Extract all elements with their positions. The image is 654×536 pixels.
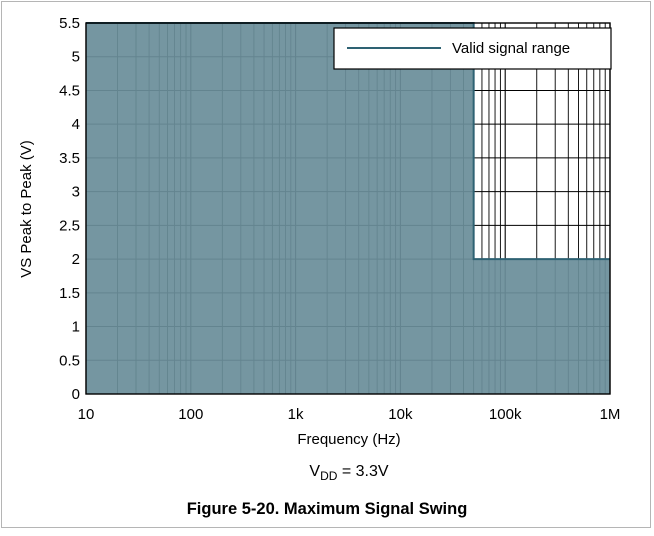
condition-label: VDD = 3.3V bbox=[309, 463, 388, 483]
figure-caption: Figure 5-20. Maximum Signal Swing bbox=[187, 500, 468, 518]
y-axis-title: VS Peak to Peak (V) bbox=[18, 140, 35, 278]
x-tick-labels: 10 100 1k 10k 100k 1M bbox=[78, 406, 621, 423]
y-tick-label: 0.5 bbox=[59, 352, 80, 369]
legend-label: Valid signal range bbox=[452, 40, 570, 57]
y-tick-label: 2 bbox=[72, 251, 80, 268]
x-tick-label: 100k bbox=[489, 406, 522, 423]
condition-suffix: = 3.3V bbox=[337, 463, 388, 480]
y-tick-label: 3.5 bbox=[59, 150, 80, 167]
y-tick-labels: 0 0.5 1 1.5 2 2.5 3 3.5 4 4.5 5 5.5 bbox=[59, 15, 80, 403]
series-area-fill bbox=[86, 23, 610, 394]
y-tick-label: 3 bbox=[72, 184, 80, 201]
y-tick-label: 5.5 bbox=[59, 15, 80, 32]
x-tick-label: 1M bbox=[600, 406, 621, 423]
y-tick-label: 5 bbox=[72, 49, 80, 66]
condition-subscript: DD bbox=[320, 469, 338, 483]
plot-frame bbox=[85, 22, 611, 395]
y-tick-label: 1 bbox=[72, 319, 80, 336]
figure-frame bbox=[1, 1, 651, 528]
legend: Valid signal range bbox=[333, 27, 612, 70]
y-tick-label: 0 bbox=[72, 386, 80, 403]
x-tick-label: 1k bbox=[288, 406, 304, 423]
x-tick-label: 10 bbox=[78, 406, 95, 423]
condition-prefix: V bbox=[309, 463, 320, 480]
x-tick-label: 100 bbox=[178, 406, 203, 423]
y-tick-label: 2.5 bbox=[59, 217, 80, 234]
y-tick-label: 4.5 bbox=[59, 82, 80, 99]
plot-border bbox=[85, 22, 611, 395]
x-tick-label: 10k bbox=[388, 406, 413, 423]
x-axis-title: Frequency (Hz) bbox=[297, 431, 400, 448]
y-tick-label: 4 bbox=[72, 116, 80, 133]
y-tick-label: 1.5 bbox=[59, 285, 80, 302]
